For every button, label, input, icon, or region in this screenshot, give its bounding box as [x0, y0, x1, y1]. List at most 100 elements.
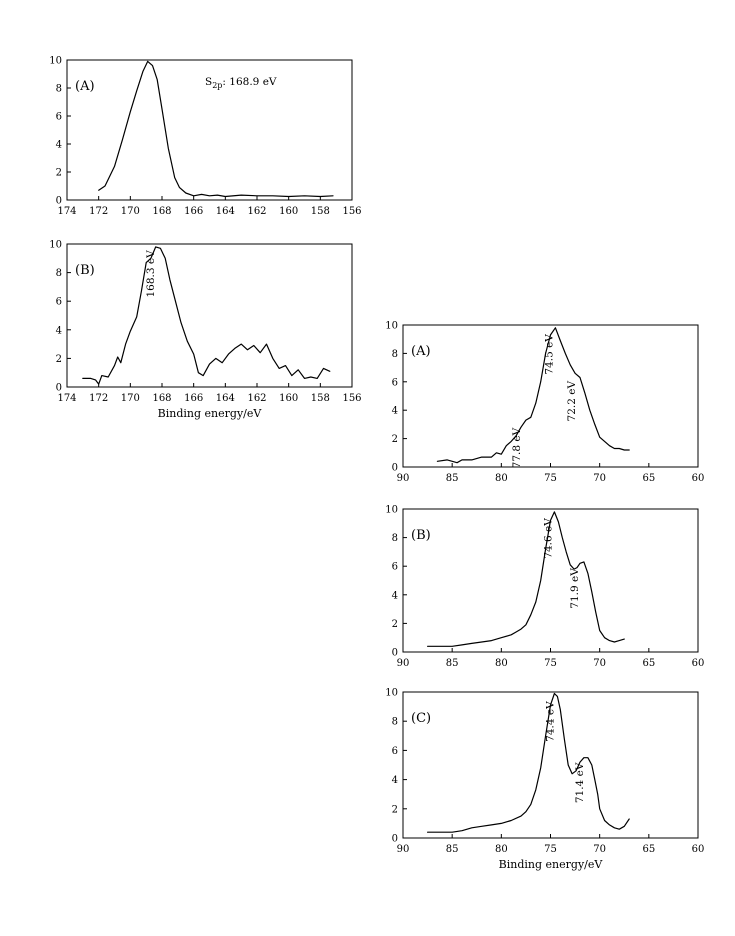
x-tick-label: 90 — [397, 658, 410, 669]
panel-label: (B) — [75, 263, 95, 278]
peak-label: 72.2 eV — [566, 381, 578, 422]
x-tick-label: 164 — [216, 206, 235, 217]
y-tick-label: 0 — [56, 383, 62, 394]
spectrum-line-1 — [427, 692, 630, 833]
x-tick-label: 85 — [446, 658, 459, 669]
x-tick-label: 75 — [544, 844, 557, 855]
x-tick-label: 65 — [642, 658, 655, 669]
plot-frame — [66, 243, 353, 388]
y-tick-label: 0 — [392, 463, 398, 474]
x-tick-label: 70 — [593, 658, 606, 669]
x-tick-label: 80 — [495, 658, 508, 669]
x-tick-label: 168 — [152, 393, 171, 404]
x-tick-label: 85 — [446, 844, 459, 855]
y-tick-label: 10 — [385, 688, 398, 699]
peak-label: 74.5 eV — [543, 334, 555, 375]
x-tick-label: 156 — [342, 206, 361, 217]
peak-label: 168.3 eV — [145, 250, 157, 298]
x-tick-label: 168 — [152, 206, 171, 217]
y-tick-label: 10 — [49, 240, 62, 251]
x-tick-label: 85 — [446, 473, 459, 484]
x-tick-label: 158 — [311, 393, 330, 404]
y-tick-label: 6 — [392, 746, 398, 757]
panel-label: (A) — [75, 79, 95, 94]
x-tick-label: 70 — [593, 473, 606, 484]
y-tick-label: 8 — [392, 533, 398, 544]
x-tick-label: 164 — [216, 393, 235, 404]
peak-label: 77.8 eV — [511, 427, 523, 468]
x-tick-label: 65 — [642, 473, 655, 484]
x-tick-label: 166 — [184, 393, 203, 404]
y-tick-label: 2 — [56, 168, 62, 179]
y-tick-label: 4 — [392, 406, 398, 417]
x-tick-label: 174 — [57, 206, 76, 217]
y-tick-label: 0 — [392, 648, 398, 659]
x-tick-label: 70 — [593, 844, 606, 855]
chart-panel-1: 174 172 170 168 166 164 162 160 158 156 0 2 4 6 8 10 (A)… — [49, 56, 361, 218]
y-tick-label: 4 — [56, 140, 62, 151]
x-tick-label: 170 — [121, 393, 140, 404]
y-tick-label: 8 — [392, 717, 398, 728]
chart-panel-4: 90 85 80 75 70 65 60 0 2 4 6 8 10 (B) 74.6 eV 71.9 eV — [385, 505, 704, 670]
x-axis-label: Binding energy/eV — [499, 858, 604, 871]
spectrum-line-1 — [436, 327, 630, 464]
spectrum-line-1 — [98, 60, 334, 198]
peak-annotation: S2p: 168.9 eV — [205, 76, 277, 90]
x-tick-label: 172 — [89, 393, 108, 404]
x-tick-label: 60 — [692, 844, 705, 855]
peak-label: 71.4 eV — [574, 762, 586, 803]
x-axis-label: Binding energy/eV — [158, 407, 263, 420]
x-tick-label: 90 — [397, 473, 410, 484]
panel-label: (C) — [411, 711, 431, 726]
y-tick-label: 2 — [392, 434, 398, 445]
chart-panel-3: 90 85 80 75 70 65 60 0 2 4 6 8 10 (A) 74.5 eV 72.2 eV 77… — [385, 321, 704, 485]
y-tick-label: 0 — [56, 196, 62, 207]
x-tick-label: 60 — [692, 473, 705, 484]
x-tick-label: 75 — [544, 658, 557, 669]
chart-panel-5: 90 85 80 75 70 65 60 0 2 4 6 8 10 (C) 74.4 eV 71.4 eV Bi… — [385, 688, 704, 872]
spectrum-line-1 — [427, 511, 625, 647]
x-tick-label: 172 — [89, 206, 108, 217]
y-tick-label: 10 — [385, 505, 398, 516]
y-tick-label: 6 — [56, 297, 62, 308]
x-tick-label: 162 — [247, 393, 266, 404]
x-tick-label: 174 — [57, 393, 76, 404]
y-tick-label: 8 — [392, 349, 398, 360]
x-tick-label: 158 — [311, 206, 330, 217]
peak-label: 74.6 eV — [542, 518, 554, 559]
plot-frame — [66, 59, 353, 201]
y-tick-label: 10 — [49, 56, 62, 67]
y-tick-label: 2 — [392, 804, 398, 815]
x-tick-label: 80 — [495, 473, 508, 484]
y-tick-label: 4 — [392, 590, 398, 601]
y-tick-label: 6 — [56, 112, 62, 123]
peak-label: 71.9 eV — [569, 568, 581, 609]
panel-label: (B) — [411, 528, 431, 543]
x-tick-label: 170 — [121, 206, 140, 217]
x-tick-label: 162 — [247, 206, 266, 217]
x-tick-label: 90 — [397, 844, 410, 855]
x-tick-label: 65 — [642, 844, 655, 855]
x-tick-label: 156 — [342, 393, 361, 404]
y-tick-label: 4 — [56, 325, 62, 336]
y-tick-label: 4 — [392, 775, 398, 786]
x-tick-label: 160 — [279, 206, 298, 217]
x-tick-label: 166 — [184, 206, 203, 217]
x-tick-label: 80 — [495, 844, 508, 855]
y-tick-label: 6 — [392, 562, 398, 573]
y-tick-label: 8 — [56, 84, 62, 95]
x-tick-label: 75 — [544, 473, 557, 484]
spectrum-line-1 — [82, 246, 331, 385]
y-tick-label: 2 — [56, 354, 62, 365]
panel-label: (A) — [411, 344, 431, 359]
chart-panel-2: 174 172 170 168 166 164 162 160 158 156 0 2 4 6 8 10 (B)… — [49, 240, 361, 421]
y-tick-label: 2 — [392, 619, 398, 630]
x-tick-label: 60 — [692, 658, 705, 669]
y-tick-label: 0 — [392, 834, 398, 845]
x-tick-label: 160 — [279, 393, 298, 404]
y-tick-label: 10 — [385, 321, 398, 332]
y-tick-label: 8 — [56, 268, 62, 279]
peak-label: 74.4 eV — [544, 701, 556, 742]
y-tick-label: 6 — [392, 377, 398, 388]
